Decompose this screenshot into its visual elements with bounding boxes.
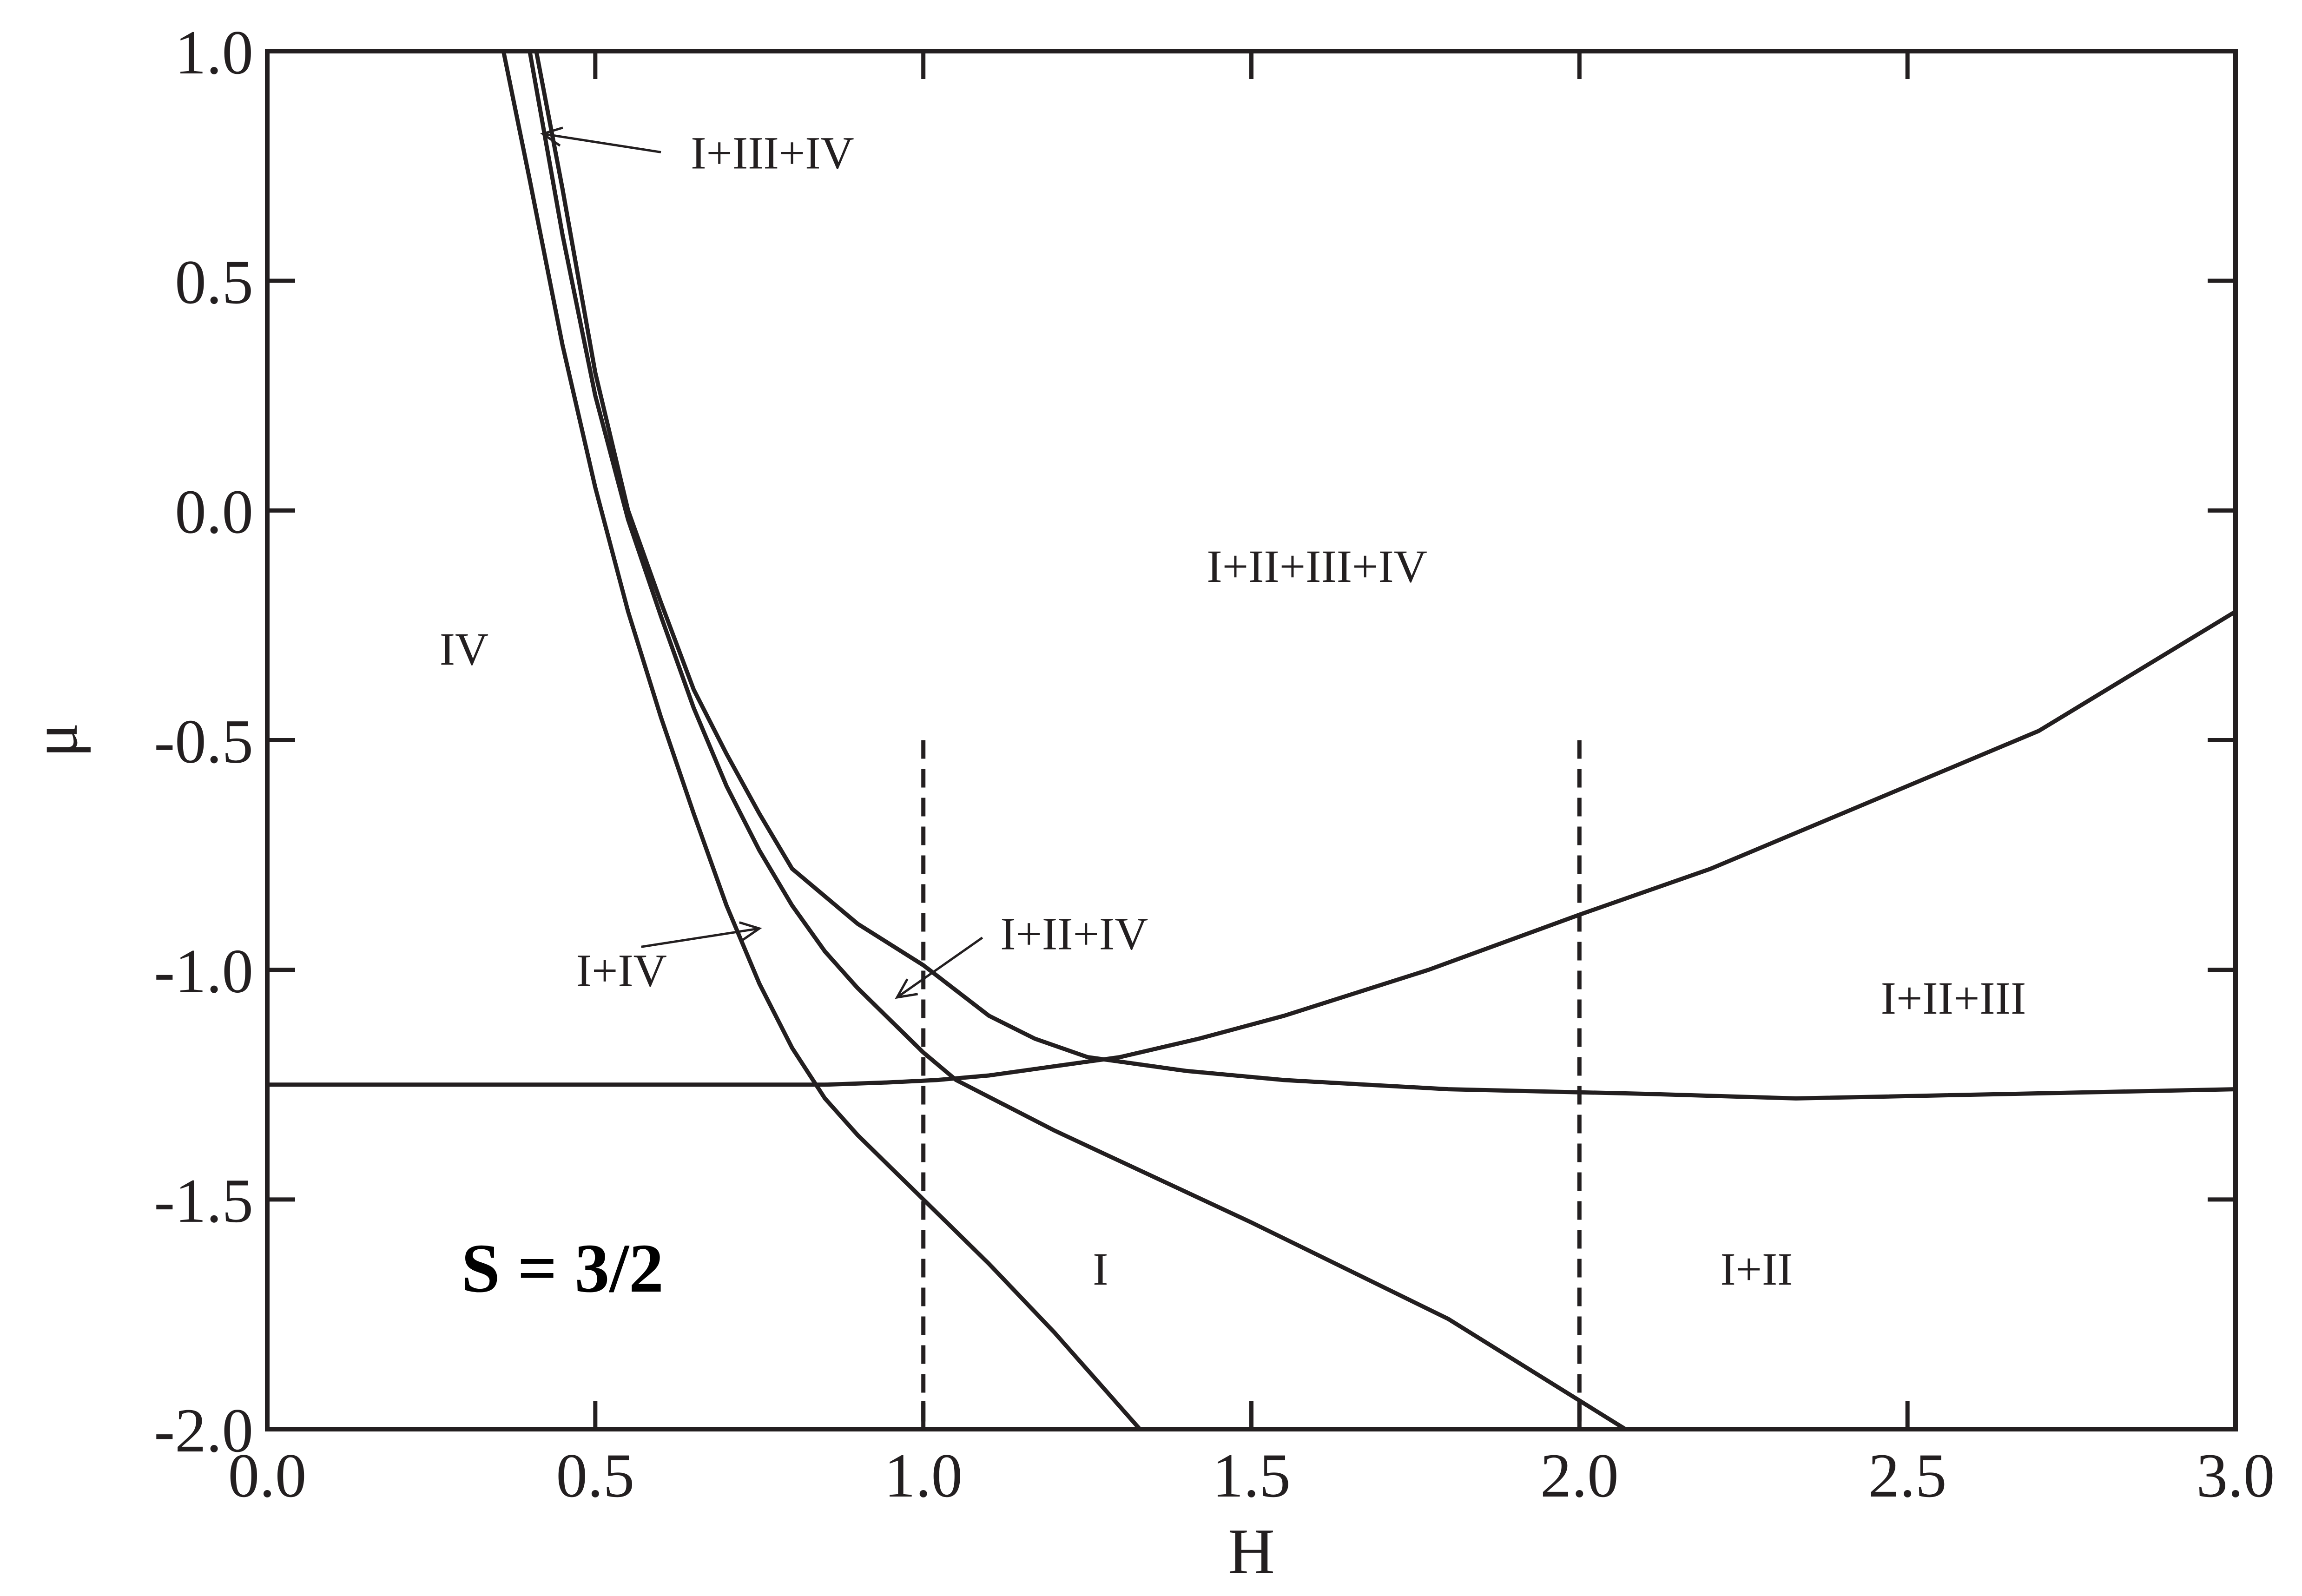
curves-layer: [265, 49, 2238, 1431]
region-label: I+II+IV: [1000, 908, 1148, 960]
boundary-curve-4: [265, 609, 2238, 1087]
x-tick-label: 2.5: [1868, 1441, 1947, 1510]
x-tick-label: 0.5: [556, 1441, 634, 1510]
region-label: I+II: [1720, 1243, 1793, 1295]
pointer-arrowhead-2: [739, 921, 762, 942]
y-tick-label: -2.0: [154, 1396, 253, 1465]
y-tick-label: -1.0: [154, 937, 253, 1006]
tick-labels-layer: 0.0 0.5 1.0 1.5 2.0 2.5 3.0 1.0 0.5 0.0 -0.5 -1.0 -1…: [154, 18, 2275, 1510]
region-label: I+II+III: [1881, 972, 2026, 1024]
y-tick-label: -1.5: [154, 1167, 253, 1236]
x-tick-label: 0.0: [228, 1441, 307, 1510]
x-tick-label: 1.5: [1212, 1441, 1291, 1510]
pointer-line-3: [896, 936, 983, 999]
x-tick-label: 3.0: [2196, 1441, 2275, 1510]
x-axis-title: H: [1228, 1516, 1275, 1588]
y-axis-title: μ: [19, 723, 91, 758]
x-tick-label: 1.0: [884, 1441, 963, 1510]
pointers-layer: [540, 126, 983, 999]
boundary-curve-1: [501, 49, 1142, 1431]
pointer-arrowhead-1: [540, 126, 563, 147]
region-label: I+II+III+IV: [1207, 541, 1427, 592]
region-label: I+III+IV: [691, 127, 854, 178]
spin-label: S = 3/2: [461, 1230, 664, 1307]
region-label: I: [1093, 1243, 1108, 1295]
region-label: I+IV: [576, 945, 667, 996]
region-label: IV: [440, 623, 489, 675]
x-tick-label: 2.0: [1540, 1441, 1619, 1510]
boundary-curve-3: [534, 49, 2238, 1101]
pointer-line-1: [542, 132, 661, 153]
pointer-line-2: [641, 927, 760, 948]
ticks-layer: [265, 49, 2238, 1431]
annotations-layer: IV I+II+III+IV I+III+IV I+IV I+II+IV I+II+III…: [440, 127, 2026, 1307]
boundary-curve-2: [528, 49, 1628, 1431]
y-tick-label: -0.5: [154, 707, 253, 777]
y-tick-label: 0.0: [175, 477, 253, 547]
pointer-arrowhead-3: [895, 978, 918, 999]
y-tick-label: 1.0: [175, 18, 253, 87]
y-tick-label: 0.5: [175, 248, 253, 317]
